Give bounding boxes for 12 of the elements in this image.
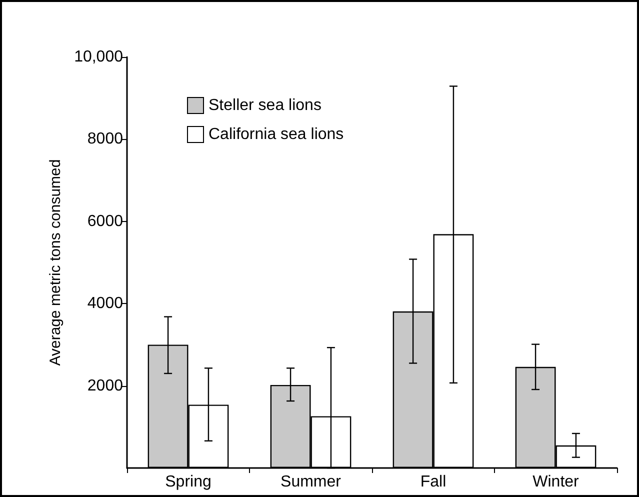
y-tick-label: 2000 bbox=[87, 377, 124, 394]
y-tick-label: 6000 bbox=[87, 212, 124, 230]
x-tick-label: Winter bbox=[532, 474, 580, 490]
legend-label: Steller sea lions bbox=[208, 97, 322, 114]
y-tick-label: 8000 bbox=[87, 130, 124, 148]
y-axis-title: Average metric tons consumed bbox=[47, 159, 64, 366]
x-tick-label: Fall bbox=[420, 474, 446, 490]
x-tick-label: Summer bbox=[280, 474, 342, 490]
y-tick-label: 4000 bbox=[87, 295, 124, 312]
legend-label: California sea lions bbox=[208, 126, 344, 143]
x-tick-label: Spring bbox=[165, 474, 212, 490]
y-tick-label: 10,000 bbox=[74, 48, 124, 66]
